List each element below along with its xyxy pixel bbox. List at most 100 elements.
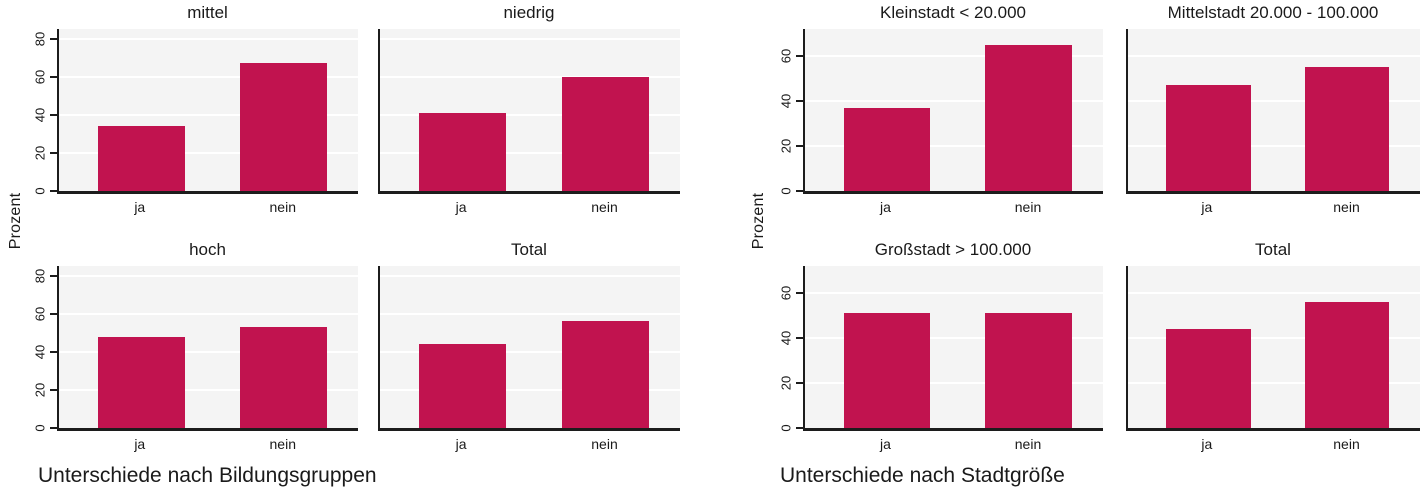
y-tick-label: 60 — [778, 48, 794, 64]
y-axis-tick — [796, 190, 803, 192]
y-tick-label: 0 — [32, 187, 48, 195]
x-category-label: nein — [1333, 199, 1360, 215]
panel-kleinstadt-20-000: Kleinstadt < 20.000 0 20 40 60 ja nein — [773, 3, 1103, 218]
panel-title: Total — [1255, 240, 1291, 259]
x-axis-labels: ja nein — [57, 431, 358, 455]
x-axis-labels: ja nein — [803, 431, 1103, 455]
bar-nein — [985, 313, 1072, 428]
x-category-label: ja — [134, 436, 146, 452]
gridline — [1128, 100, 1420, 102]
gridline — [59, 388, 358, 391]
panel-grid: mittel 0 20 40 60 80 ja nein niedrig ja nein hoch 0 2… — [27, 0, 690, 455]
bar-ja — [843, 313, 931, 428]
gridline — [380, 388, 680, 391]
y-axis-tick — [50, 350, 57, 353]
gridline — [380, 151, 680, 154]
gridline — [59, 350, 358, 353]
panel-mittel: mittel 0 20 40 60 80 ja nein — [27, 3, 358, 218]
y-axis-tick — [796, 382, 803, 384]
figure-bildungsgruppen: Prozent mittel 0 20 40 60 80 ja nein niedrig ja ne… — [0, 0, 690, 488]
y-tick-label: 20 — [32, 382, 48, 398]
y-tick-label: 0 — [778, 187, 794, 195]
x-axis-labels: ja nein — [57, 194, 358, 218]
gridline — [805, 292, 1103, 294]
gridline — [59, 37, 358, 40]
panel-title: Mittelstadt 20.000 - 100.000 — [1167, 3, 1379, 22]
panel-title: Großstadt > 100.000 — [874, 240, 1032, 259]
bar-ja — [97, 336, 185, 428]
x-axis-labels: ja nein — [803, 194, 1103, 218]
y-axis-tick — [50, 190, 57, 192]
plot-area — [378, 266, 680, 431]
bar-nein — [561, 76, 649, 191]
y-tick-label: 40 — [32, 344, 48, 359]
x-category-label: nein — [1014, 199, 1042, 215]
gridline — [380, 113, 680, 116]
bar-nein — [561, 321, 649, 428]
gridline — [59, 113, 358, 116]
y-tick-label: 60 — [32, 69, 48, 84]
bar-nein — [239, 327, 327, 428]
gridline — [59, 151, 358, 154]
bar-ja — [843, 107, 931, 191]
y-tick-label: 0 — [32, 424, 48, 432]
gridline — [380, 37, 680, 40]
gridline — [59, 312, 358, 315]
bar-nein — [985, 44, 1072, 191]
bar-nein — [1304, 302, 1390, 428]
x-axis-labels: ja nein — [1126, 431, 1420, 455]
gridline — [1128, 337, 1420, 339]
plot-area: 0 20 40 60 80 — [33, 29, 358, 195]
panel-title: niedrig — [503, 3, 555, 22]
x-axis-labels: ja nein — [378, 194, 680, 218]
gridline — [805, 337, 1103, 339]
x-category-label: ja — [455, 436, 467, 452]
y-tick-label: 80 — [32, 31, 48, 46]
y-tick-label: 20 — [778, 138, 794, 154]
plot-area: 0 20 40 60 80 — [33, 266, 358, 432]
y-axis-tick — [50, 151, 57, 154]
x-category-label: nein — [1014, 436, 1042, 452]
y-axis-tick — [50, 37, 57, 40]
x-category-label: nein — [269, 199, 296, 215]
bar-ja — [419, 344, 506, 428]
x-category-label: nein — [1333, 436, 1360, 452]
x-category-label: ja — [880, 436, 891, 452]
y-axis-tick — [796, 100, 803, 102]
bar-nein — [239, 63, 327, 191]
y-axis-title: Prozent — [7, 192, 24, 250]
panel-mittelstadt-20-000-100-000: Mittelstadt 20.000 - 100.000 ja nein — [1126, 3, 1420, 218]
y-axis-tick — [796, 145, 803, 147]
y-tick-label: 20 — [778, 375, 794, 391]
y-axis-tick — [50, 312, 57, 315]
y-axis-tick — [50, 427, 57, 429]
gridline — [380, 350, 680, 353]
panel-gro-stadt-100-000: Großstadt > 100.000 0 20 40 60 ja nein — [773, 240, 1103, 455]
gridline — [380, 312, 680, 315]
x-category-label: ja — [455, 199, 467, 215]
panel-title: Kleinstadt < 20.000 — [879, 3, 1027, 22]
gridline — [59, 274, 358, 277]
panel-hoch: hoch 0 20 40 60 80 ja nein — [27, 240, 358, 455]
gridline — [805, 100, 1103, 102]
gridline — [59, 75, 358, 78]
gridline — [805, 382, 1103, 384]
gridline — [1128, 55, 1420, 57]
plot-area: 0 20 40 60 — [779, 29, 1103, 195]
gridline — [380, 274, 680, 277]
plot-area — [1126, 266, 1420, 431]
y-tick-label: 20 — [32, 145, 48, 161]
bar-ja — [97, 126, 185, 191]
bar-nein — [1304, 67, 1390, 191]
gridline — [1128, 145, 1420, 147]
y-tick-label: 80 — [32, 268, 48, 283]
figure-caption: Unterschiede nach Bildungsgruppen — [38, 464, 377, 487]
y-tick-label: 0 — [778, 424, 794, 432]
x-category-label: ja — [1201, 199, 1213, 215]
x-axis-labels: ja nein — [378, 431, 680, 455]
panel-total: Total ja nein — [1126, 240, 1420, 455]
gridline — [380, 75, 680, 78]
plot-area: 0 20 40 60 — [779, 266, 1103, 432]
figure-stadtgroesse: Prozent Kleinstadt < 20.000 0 20 40 60 ja nein… — [740, 0, 1422, 488]
y-axis-tick — [796, 292, 803, 294]
